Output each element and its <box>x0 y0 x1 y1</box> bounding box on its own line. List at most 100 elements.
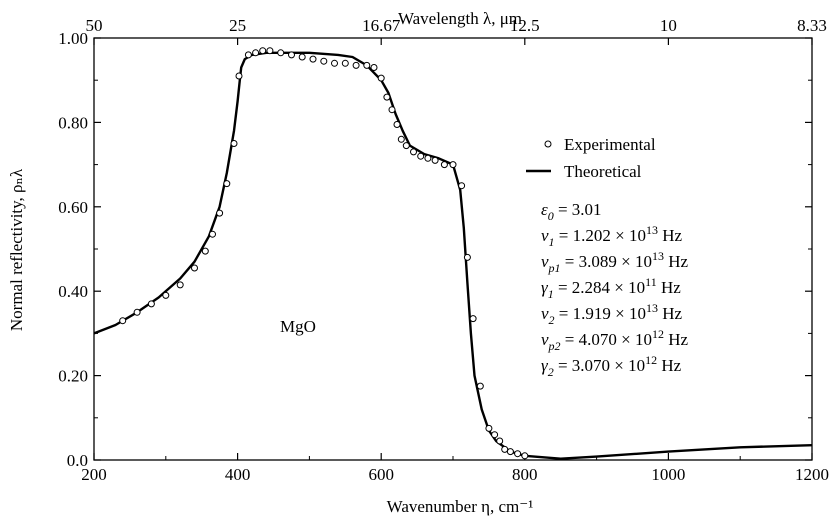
parameter-subscript: p1 <box>548 261 561 275</box>
experimental-point <box>514 450 522 458</box>
top-tick-label: 8.33 <box>797 16 827 35</box>
parameter-exponent: 13 <box>646 223 658 237</box>
material-label: MgO <box>280 317 316 336</box>
experimental-point <box>216 209 224 217</box>
experimental-point <box>298 53 306 61</box>
top-tick-label: 10 <box>660 16 677 35</box>
y-tick-label: 0.60 <box>58 198 88 217</box>
parameter-symbol: ν <box>541 252 549 271</box>
experimental-point <box>209 230 216 238</box>
experimental-point <box>377 74 385 82</box>
experimental-point <box>147 300 155 308</box>
experimental-point <box>252 49 260 57</box>
parameter-symbol: ν <box>541 226 549 245</box>
experimental-point <box>230 140 238 147</box>
experimental-point <box>266 47 274 55</box>
experimental-point <box>259 47 267 55</box>
experimental-point <box>458 182 466 190</box>
parameter-unit: Hz <box>664 330 689 349</box>
parameter-unit: Hz <box>658 304 683 323</box>
legend: Experimental Theoretical <box>526 135 656 181</box>
parameter-symbol: ν <box>541 330 549 349</box>
experimental-point <box>440 161 448 169</box>
parameter-symbol: ε <box>541 200 548 219</box>
parameter-line: ν2 = 1.919 × 1013 Hz <box>541 301 683 327</box>
parameter-unit: Hz <box>657 356 682 375</box>
parameter-symbol: ν <box>541 304 549 323</box>
parameter-line: γ2 = 3.070 × 1012 Hz <box>541 353 682 379</box>
legend-experimental-marker <box>544 140 552 148</box>
parameter-exponent: 13 <box>646 301 658 315</box>
experimental-point <box>383 93 391 101</box>
parameter-unit: Hz <box>658 226 683 245</box>
top-tick-label: 16.67 <box>362 16 401 35</box>
x-axis-title: Wavenumber η, cm⁻¹ <box>387 497 534 516</box>
experimental-point <box>449 161 457 169</box>
experimental-point <box>309 55 317 63</box>
parameter-value: = 2.284 × 10 <box>554 278 645 297</box>
parameter-value: = 1.202 × 10 <box>555 226 646 245</box>
experimental-point <box>463 253 471 261</box>
y-tick-label: 0.80 <box>58 113 88 132</box>
experimental-point <box>496 437 504 445</box>
experimental-point <box>363 61 371 69</box>
parameter-line: νp2 = 4.070 × 1012 Hz <box>541 327 689 353</box>
top-axis-title: Wavelength λ, μm <box>398 9 522 28</box>
experimental-point <box>410 148 417 156</box>
experimental-point <box>162 291 170 299</box>
y-tick-label: 0.0 <box>67 451 88 470</box>
axis-ticks <box>93 37 813 461</box>
parameter-value: = 3.070 × 10 <box>554 356 645 375</box>
parameter-subscript: 2 <box>548 365 554 379</box>
parameter-value: = 3.01 <box>554 200 602 219</box>
experimental-point <box>191 264 198 272</box>
experimental-point <box>501 445 509 453</box>
parameter-exponent: 11 <box>645 275 657 289</box>
parameter-symbol: γ <box>541 356 549 375</box>
parameter-value: = 3.089 × 10 <box>561 252 652 271</box>
experimental-point <box>388 106 396 114</box>
legend-theoretical-label: Theoretical <box>564 162 642 181</box>
experimental-point <box>506 448 514 456</box>
experimental-point <box>485 424 493 432</box>
experimental-point <box>288 51 295 59</box>
x-tick-label: 400 <box>225 465 251 484</box>
experimental-point <box>476 382 484 390</box>
top-tick-label: 50 <box>86 16 103 35</box>
experimental-point <box>417 152 425 160</box>
x-tick-label: 200 <box>81 465 107 484</box>
experimental-point <box>491 431 499 439</box>
experimental-point <box>244 51 252 59</box>
x-tick-label: 1200 <box>795 465 829 484</box>
x-tick-label: 600 <box>368 465 394 484</box>
y-tick-label: 1.00 <box>58 29 88 48</box>
x-tick-label: 1000 <box>651 465 685 484</box>
parameter-unit: Hz <box>664 252 689 271</box>
parameter-exponent: 13 <box>652 249 664 263</box>
top-tick-labels: 50 25 16.67 12.5 10 8.33 <box>86 16 827 35</box>
y-tick-label: 0.20 <box>58 367 88 386</box>
x-tick-label: 800 <box>512 465 538 484</box>
experimental-point <box>431 156 439 164</box>
y-tick-label: 0.40 <box>58 282 88 301</box>
experimental-point <box>223 180 231 188</box>
left-tick-labels: 0.0 0.20 0.40 0.60 0.80 1.00 <box>58 29 88 470</box>
experimental-point <box>331 59 338 67</box>
experimental-point <box>201 247 209 255</box>
experimental-point <box>393 121 401 128</box>
experimental-point <box>469 315 477 323</box>
y-axis-title: Normal reflectivity, ρₙλ <box>7 168 26 331</box>
experimental-point <box>277 49 285 57</box>
experimental-point <box>341 59 349 67</box>
experimental-point <box>176 281 184 289</box>
theoretical-line <box>93 51 813 460</box>
parameter-value: = 4.070 × 10 <box>561 330 652 349</box>
parameter-exponent: 12 <box>645 353 657 367</box>
parameter-symbol: γ <box>541 278 549 297</box>
top-tick-label: 12.5 <box>510 16 540 35</box>
experimental-point <box>521 452 529 460</box>
parameter-exponent: 12 <box>652 327 664 341</box>
experimental-point <box>320 57 328 65</box>
experimental-point <box>424 154 432 162</box>
